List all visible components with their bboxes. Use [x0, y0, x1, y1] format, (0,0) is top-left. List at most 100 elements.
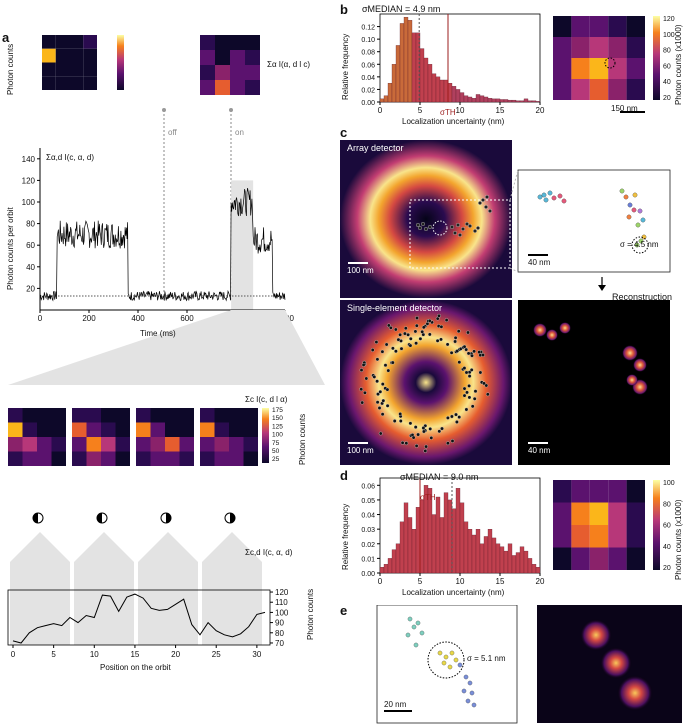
d-ylabel: Relative frequency — [341, 503, 350, 570]
heatmap-cell — [101, 437, 116, 452]
colorbar-tick: 20 — [663, 95, 671, 102]
heatmap-cell — [200, 451, 215, 466]
x-tick-label: 20 — [536, 106, 545, 115]
y-tick-label: 60 — [26, 241, 35, 250]
ring-dot — [388, 325, 393, 330]
blob — [533, 323, 547, 337]
ring-dot — [416, 432, 420, 437]
scatter-dot — [547, 190, 553, 196]
heatmap-cell — [626, 16, 645, 37]
hist-bar — [403, 16, 409, 103]
loc-dot — [424, 227, 428, 231]
heatmap-cell — [214, 451, 229, 466]
ring-dot — [482, 381, 486, 386]
scatter-dot — [626, 214, 632, 220]
hist-bar — [471, 98, 477, 103]
heatmap-cell — [22, 422, 37, 437]
heatmap-cell — [626, 37, 645, 58]
y-tick-label: 0.06 — [361, 62, 375, 69]
panel-label-c: c — [340, 125, 348, 140]
hist-bar — [479, 95, 485, 103]
bottom-xlabel: Position on the orbit — [100, 663, 171, 672]
heatmap-cell — [214, 437, 229, 452]
hist-bar — [407, 20, 413, 103]
ring-dot — [375, 400, 380, 405]
loc-dot — [416, 223, 420, 227]
ring-dot — [481, 353, 485, 357]
e-dot — [405, 632, 411, 638]
heatmap-cell — [589, 79, 609, 100]
panel-a-graphics: 0200400600800100020406080100120140 05101… — [7, 35, 325, 659]
zoom-funnel — [8, 310, 325, 385]
heatmap-cell — [214, 422, 229, 437]
heatmap-cell — [553, 16, 572, 37]
panel-label-b: b — [340, 2, 348, 17]
heatmap-cell — [230, 65, 245, 80]
ring-dot — [446, 416, 450, 420]
ring-dot — [359, 387, 364, 392]
y-tick-label: 0.08 — [361, 50, 375, 57]
hist-bar — [495, 98, 501, 103]
hist-bar — [399, 23, 405, 103]
hist-bar — [519, 100, 525, 103]
hist-bar — [383, 95, 389, 103]
hist-bar — [383, 564, 389, 574]
scatter-dot — [541, 192, 547, 198]
mid-colorbar-tick: 75 — [272, 440, 280, 447]
ring-dot — [462, 386, 467, 391]
hist-bar — [419, 48, 425, 103]
hist-bar — [479, 543, 485, 574]
ring-dot — [406, 332, 410, 337]
x-tick-label: 20 — [171, 650, 180, 659]
panel-b-graphics: 0 5 10 15 20 0.12 0.10 0.08 0.06 0.04 0.02 0.00 120 1… — [361, 13, 675, 115]
hist-bar — [395, 45, 401, 103]
heatmap-cell — [37, 422, 52, 437]
heatmap-cell — [51, 437, 66, 452]
ring-dot — [477, 350, 482, 354]
x-tick-label: 0 — [38, 314, 43, 323]
heatmap-cell — [200, 65, 215, 80]
e-dot — [471, 702, 477, 708]
heatmap-cell — [608, 547, 627, 570]
heatmap-cell — [55, 62, 70, 77]
hist-bar — [463, 95, 469, 103]
e-dot — [413, 642, 419, 648]
x-tick-label: 10 — [456, 106, 465, 115]
hist-bar — [523, 550, 529, 574]
ring-dot — [370, 348, 375, 352]
ring-dot — [415, 316, 419, 320]
scatter-dot — [638, 238, 644, 244]
ring-dot — [462, 344, 467, 349]
d-xlabel: Localization uncertainty (nm) — [402, 588, 505, 597]
hist-bar — [515, 100, 521, 103]
ring-dot — [392, 419, 397, 423]
y-tick-label: 80 — [26, 220, 35, 229]
mid-colorbar-tick: 25 — [272, 456, 280, 463]
heatmap-cell — [571, 79, 590, 100]
top-heatmap-ylabel: Photon counts — [6, 43, 15, 95]
heatmap-cell — [229, 422, 244, 437]
b-xlabel: Localization uncertainty (nm) — [402, 117, 505, 126]
heatmap-cell — [51, 422, 66, 437]
e-dot — [415, 620, 421, 626]
heatmap-cell — [200, 50, 215, 65]
heatmap-cell — [8, 451, 23, 466]
ring-dot — [396, 337, 401, 342]
scatter-dot — [634, 242, 640, 248]
ring-dot — [374, 340, 379, 344]
on-shade — [231, 180, 254, 310]
heatmap-cell — [589, 502, 609, 525]
heatmap-cell — [51, 408, 66, 423]
x-tick-label: 400 — [131, 314, 145, 323]
ring-dot — [467, 384, 471, 388]
e-dot — [443, 654, 449, 660]
loc-dot — [476, 226, 480, 230]
heatmap-cell — [37, 451, 52, 466]
y-tick-label: 110 — [275, 598, 288, 607]
hist-bar — [459, 92, 465, 103]
hist-bar — [411, 529, 417, 574]
ring-dot — [383, 363, 388, 368]
ring-dot — [404, 441, 409, 446]
ring-dot — [400, 440, 405, 445]
e-dot — [437, 650, 443, 656]
